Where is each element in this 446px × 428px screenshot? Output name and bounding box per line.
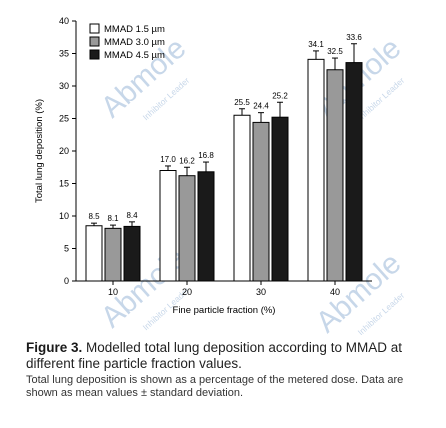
legend-label: MMAD 4.5 µm bbox=[104, 50, 165, 61]
x-tick-label: 30 bbox=[256, 287, 266, 297]
bar bbox=[178, 175, 196, 282]
data-label: 34.1 bbox=[308, 40, 324, 49]
y-tick-label: 35 bbox=[59, 49, 69, 59]
caption-description: Total lung deposition is shown as a perc… bbox=[26, 374, 404, 399]
legend-swatch bbox=[89, 36, 100, 47]
data-label: 32.5 bbox=[327, 47, 343, 56]
data-label: 25.2 bbox=[272, 91, 288, 100]
y-tick-label: 5 bbox=[64, 244, 69, 254]
y-tick-label: 20 bbox=[59, 146, 69, 156]
axes-layer: 0 5 10 15 20 25 30 35 40 10 20 30 40 Fine particle fr… bbox=[34, 16, 372, 316]
legend-swatch bbox=[89, 49, 100, 60]
caption-label: Figure 3. bbox=[26, 340, 83, 355]
legend-label: MMAD 1.5 µm bbox=[104, 24, 165, 35]
x-axis-title: Fine particle fraction (%) bbox=[173, 305, 276, 316]
bars-layer: 8.5 8.1 8.4 17.0 16.216.8 25.5 24.425.2 34.132.… bbox=[85, 33, 363, 282]
x-tick-label: 40 bbox=[330, 287, 340, 297]
y-axis-title: Total lung deposition (%) bbox=[34, 99, 45, 203]
y-tick-label: 15 bbox=[59, 179, 69, 189]
data-label: 17.0 bbox=[160, 155, 176, 164]
y-tick-label: 25 bbox=[59, 114, 69, 124]
caption-title: Modelled total lung deposition according… bbox=[26, 340, 402, 371]
bar bbox=[326, 69, 344, 282]
bar bbox=[123, 225, 141, 282]
data-label: 25.5 bbox=[234, 98, 250, 107]
bar bbox=[104, 227, 122, 282]
data-label: 8.5 bbox=[88, 212, 100, 221]
bar bbox=[85, 225, 103, 282]
y-tick-label: 0 bbox=[64, 276, 69, 286]
legend-swatch bbox=[89, 23, 100, 34]
figure-caption: Figure 3. Modelled total lung deposition… bbox=[26, 340, 431, 400]
bar bbox=[307, 58, 325, 282]
legend-label: MMAD 3.0 µm bbox=[104, 37, 165, 48]
bar bbox=[159, 170, 177, 282]
x-tick-label: 20 bbox=[182, 287, 192, 297]
data-label: 24.4 bbox=[253, 102, 269, 111]
x-tick-label: 10 bbox=[108, 287, 118, 297]
data-label: 16.8 bbox=[198, 151, 214, 160]
y-tick-label: 10 bbox=[59, 211, 69, 221]
data-label: 8.4 bbox=[126, 211, 138, 220]
y-tick-label: 30 bbox=[59, 81, 69, 91]
bar bbox=[233, 114, 251, 282]
bar bbox=[252, 121, 270, 282]
caption-title-line: Figure 3. Modelled total lung deposition… bbox=[26, 340, 402, 371]
data-label: 8.1 bbox=[107, 214, 119, 223]
data-label: 16.2 bbox=[179, 156, 195, 165]
data-label: 33.6 bbox=[346, 33, 362, 42]
y-tick-label: 40 bbox=[59, 16, 69, 26]
bar bbox=[271, 116, 289, 282]
bar bbox=[197, 171, 215, 282]
legend: MMAD 1.5 µm MMAD 3.0 µm MMAD 4.5 µm bbox=[89, 23, 165, 61]
bar bbox=[345, 62, 363, 282]
